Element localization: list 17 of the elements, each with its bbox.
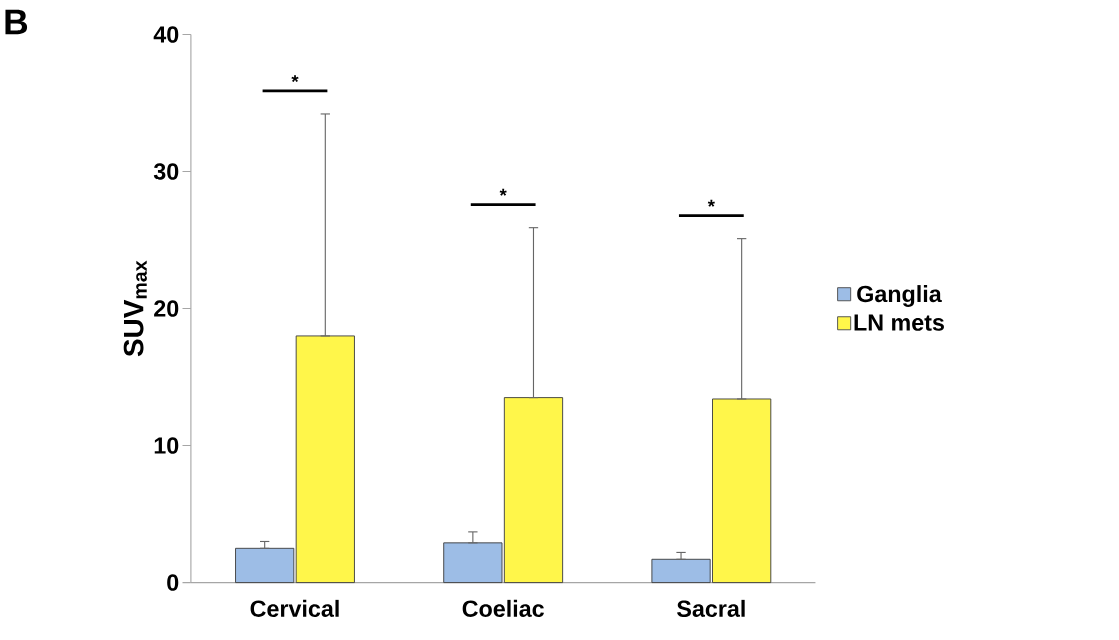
annotation: *	[707, 199, 715, 207]
y-tick-label: 0	[167, 574, 179, 591]
annotation: *	[499, 188, 507, 196]
bar	[295, 335, 355, 583]
y-axis-title: SUV$_{max}$	[123, 260, 147, 357]
y-tick-label: 20	[154, 300, 179, 317]
text: B	[5, 9, 28, 34]
legend-label: Ganglia	[857, 284, 942, 307]
y-tick-label: 10	[154, 437, 179, 454]
annotation: *	[291, 74, 299, 82]
bar	[235, 547, 295, 583]
x-tick-label: Cervical	[250, 599, 339, 617]
legend-label: LN mets	[854, 314, 944, 331]
y-tick-label: 40	[153, 26, 179, 43]
y-tick-label: 30	[153, 163, 179, 180]
x-tick-label: Coeliac	[462, 599, 544, 617]
x-tick-label: Sacral	[677, 599, 745, 617]
